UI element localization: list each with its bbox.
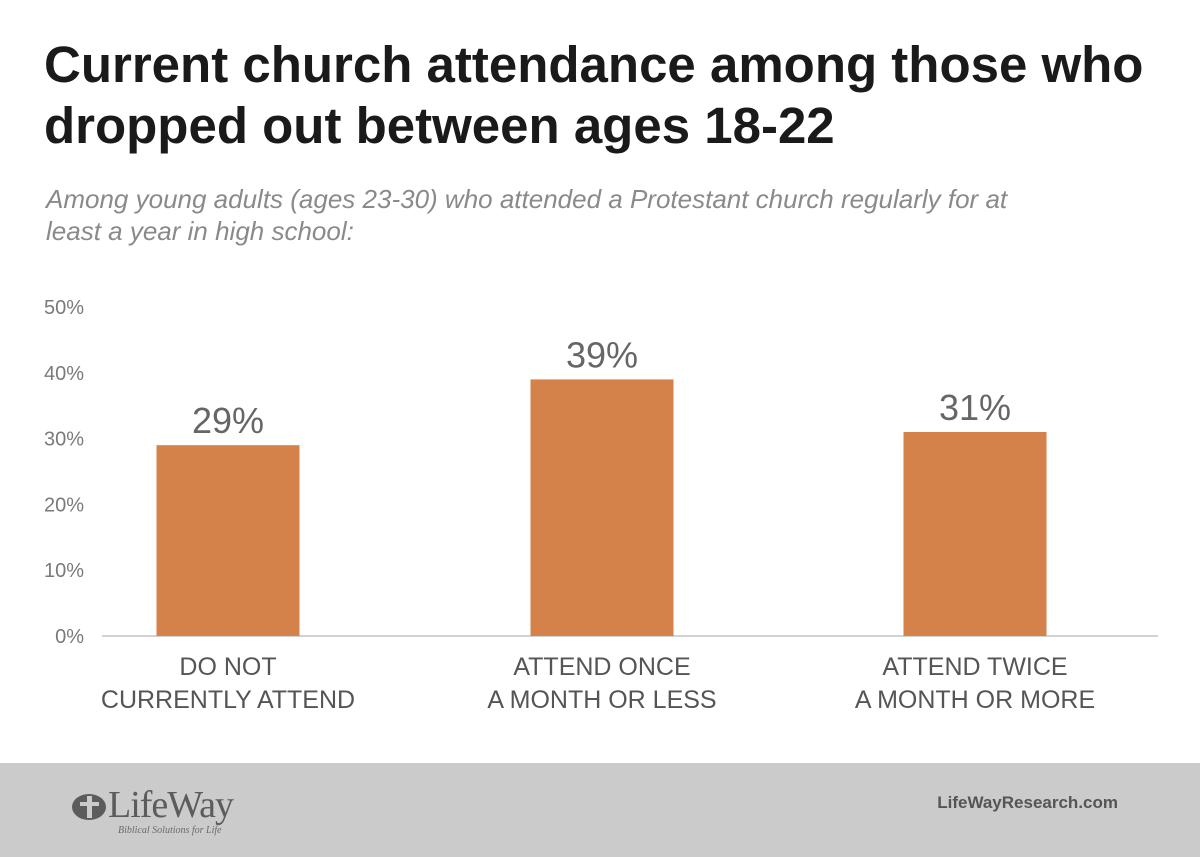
x-category-label-line: CURRENTLY ATTEND — [101, 686, 355, 714]
x-category-label-line: ATTEND ONCE — [513, 653, 690, 681]
bar-chart: 0% 10% 20% 30% 40% 50% 29% DO NOT CURRENTLY ATTE… — [44, 297, 1158, 714]
logo-name: LifeWay — [108, 784, 234, 826]
chart-title: Current church attendance among those wh… — [44, 36, 1144, 154]
x-category-label-line: A MONTH OR MORE — [855, 686, 1095, 714]
logo-tagline: Biblical Solutions for Life — [118, 825, 222, 836]
bar — [530, 379, 674, 636]
y-tick-label: 50% — [44, 297, 84, 319]
lifeway-logo: LifeWay Biblical Solutions for Life — [70, 779, 260, 839]
x-category-label-line: DO NOT — [179, 653, 276, 681]
y-tick-label: 30% — [44, 429, 84, 451]
footer-bar: LifeWay Biblical Solutions for Life Life… — [0, 763, 1200, 857]
bar-value-label: 29% — [192, 400, 264, 441]
x-category-label: ATTEND TWICE A MONTH OR MORE — [855, 653, 1095, 714]
y-tick-label: 0% — [55, 626, 84, 648]
x-category-label: DO NOT CURRENTLY ATTEND — [101, 653, 355, 714]
x-category-label-line: A MONTH OR LESS — [487, 686, 716, 714]
y-tick-label: 40% — [44, 363, 84, 385]
x-category-label: ATTEND ONCE A MONTH OR LESS — [487, 653, 716, 714]
chart-subtitle: Among young adults (ages 23-30) who atte… — [46, 184, 1008, 246]
website-link[interactable]: LifeWayResearch.com — [937, 793, 1118, 812]
y-tick-label: 10% — [44, 560, 84, 582]
bar — [903, 432, 1047, 636]
bar-value-label: 39% — [566, 334, 638, 375]
bar-value-label: 31% — [939, 387, 1011, 428]
y-tick-label: 20% — [44, 494, 84, 516]
x-category-label-line: ATTEND TWICE — [882, 653, 1067, 681]
bar — [156, 445, 300, 636]
logo-mark-icon — [72, 794, 106, 820]
